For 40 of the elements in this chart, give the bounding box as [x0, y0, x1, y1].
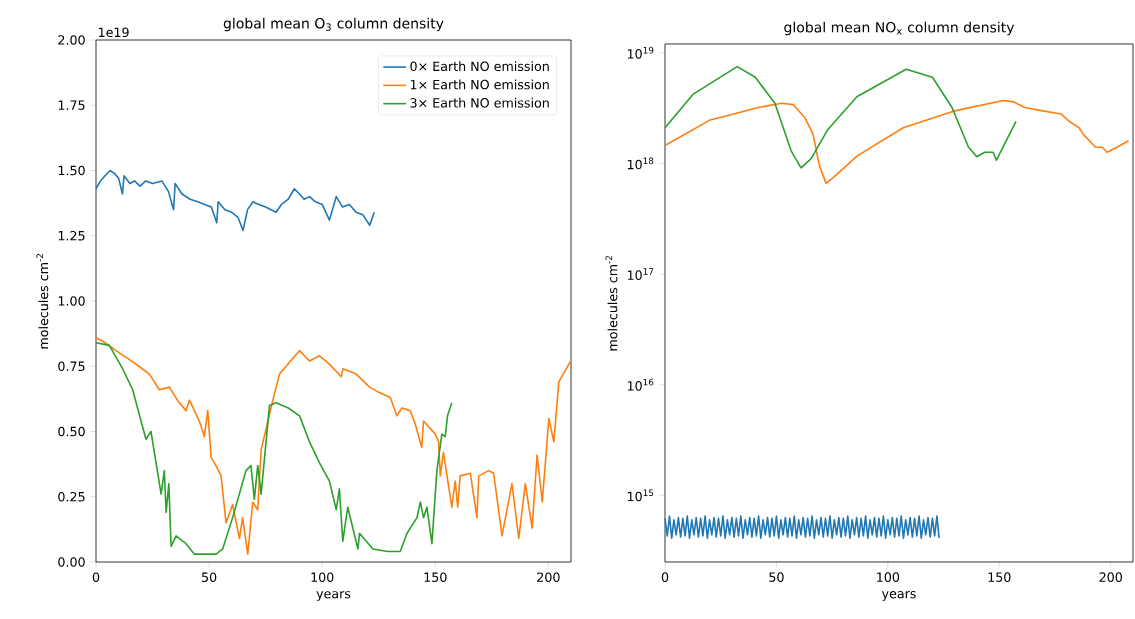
chart-title: global mean O$_{3}$ column density	[223, 17, 444, 32]
line-series	[95, 336, 572, 555]
y-axis-title: molecules cm$^{-2}$	[36, 253, 49, 349]
line-series	[664, 515, 940, 539]
x-axis-title: years	[316, 591, 351, 601]
y-tick-label: 1.50	[58, 165, 85, 176]
x-tick-label: 50	[202, 572, 217, 582]
x-tick-label: 150	[988, 572, 1011, 582]
legend-label: 3× Earth NO emission	[410, 97, 549, 108]
x-tick-label: 0	[661, 572, 669, 582]
y-tick-label: 1.00	[58, 296, 85, 306]
y-tick-label: 1.25	[58, 230, 85, 241]
line-series	[664, 99, 1130, 185]
y-tick-label: 0.25	[58, 491, 85, 502]
chart-title: global mean NO$_{x}$ column density	[784, 21, 1015, 36]
y-tick-label: 10$^{19}$	[627, 46, 654, 59]
legend-label: 0× Earth NO emission	[410, 61, 549, 72]
y-tick-label: 0.00	[58, 557, 85, 567]
line-series	[95, 341, 453, 555]
x-tick-label: 200	[1099, 572, 1122, 582]
line-series	[95, 169, 376, 232]
y-tick-label: 1.75	[58, 100, 85, 110]
x-tick-label: 100	[877, 572, 900, 582]
x-tick-label: 100	[311, 572, 334, 582]
y-tick-label: 10$^{16}$	[627, 378, 654, 391]
y-tick-label: 0.75	[58, 361, 85, 372]
text: 1e19	[99, 27, 129, 38]
y-tick-label: 2.00	[58, 35, 85, 45]
x-tick-label: 200	[537, 572, 560, 582]
y-tick-label: 10$^{15}$	[627, 489, 654, 502]
x-tick-label: 0	[92, 572, 100, 582]
y-axis-title: molecules cm$^{-2}$	[605, 255, 618, 351]
y-tick-label: 0.50	[58, 426, 85, 437]
y-tick-label: 10$^{18}$	[627, 157, 654, 170]
x-tick-label: 50	[769, 572, 784, 582]
legend-label: 1× Earth NO emission	[410, 79, 549, 90]
x-tick-label: 150	[424, 572, 447, 582]
line-series	[664, 65, 1017, 169]
y-tick-label: 10$^{17}$	[627, 268, 654, 280]
x-axis-title: years	[881, 591, 916, 601]
